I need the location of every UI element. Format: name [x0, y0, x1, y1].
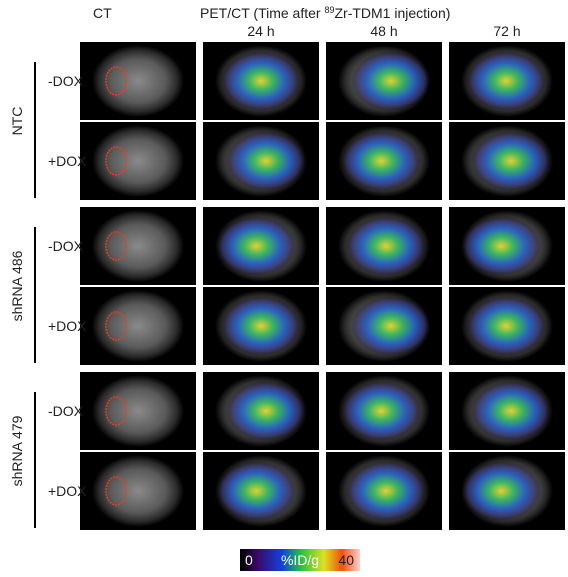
ct-slice — [92, 45, 184, 117]
ct-slice — [92, 210, 184, 282]
pet-prefix: PET/CT (Time after — [200, 5, 324, 21]
pet-signal — [466, 296, 546, 356]
time-label: 24 h — [247, 23, 274, 39]
condition-label: -DOX — [48, 403, 84, 419]
condition-label: -DOX — [48, 238, 84, 254]
pet-signal — [341, 131, 421, 191]
tumor-outline — [105, 311, 127, 341]
pet-signal — [471, 131, 551, 191]
pet-signal — [461, 216, 541, 276]
condition-label: +DOX — [48, 318, 87, 334]
pet-signal — [221, 51, 301, 111]
pet-signal — [346, 461, 426, 521]
tumor-outline — [105, 396, 127, 426]
pet-signal — [466, 51, 546, 111]
tumor-outline — [105, 231, 127, 261]
pet-signal — [346, 216, 426, 276]
group-label: NTC — [9, 107, 25, 136]
pet-header: PET/CT (Time after 89Zr-TDM1 injection) — [200, 5, 450, 21]
tumor-outline — [105, 66, 127, 96]
tumor-outline — [105, 146, 127, 176]
condition-label: -DOX — [48, 73, 84, 89]
pet-signal — [351, 51, 431, 111]
condition-label: +DOX — [48, 483, 87, 499]
pet-signal — [216, 216, 296, 276]
colorbar-label: %ID/g — [281, 552, 319, 568]
pet-sup: 89 — [324, 5, 334, 15]
condition-label: +DOX — [48, 153, 87, 169]
colorbar — [240, 549, 360, 571]
ct-header: CT — [93, 5, 112, 21]
time-label: 48 h — [370, 23, 397, 39]
tumor-outline — [105, 476, 127, 506]
group-label: shRNA 479 — [9, 415, 25, 486]
pet-signal — [351, 296, 431, 356]
ct-slice — [92, 375, 184, 447]
pet-signal — [461, 461, 541, 521]
pet-signal — [226, 381, 306, 441]
group-label: shRNA 486 — [9, 250, 25, 321]
pet-signal — [221, 296, 301, 356]
colorbar-min: 0 — [245, 552, 253, 568]
colorbar-max: 40 — [338, 552, 354, 568]
pet-signal — [341, 381, 421, 441]
pet-suffix: Zr-TDM1 injection) — [334, 5, 450, 21]
ct-slice — [92, 290, 184, 362]
pet-signal — [471, 381, 551, 441]
ct-slice — [92, 125, 184, 197]
pet-signal — [216, 461, 296, 521]
ct-slice — [92, 455, 184, 527]
pet-signal — [226, 131, 306, 191]
time-label: 72 h — [493, 23, 520, 39]
